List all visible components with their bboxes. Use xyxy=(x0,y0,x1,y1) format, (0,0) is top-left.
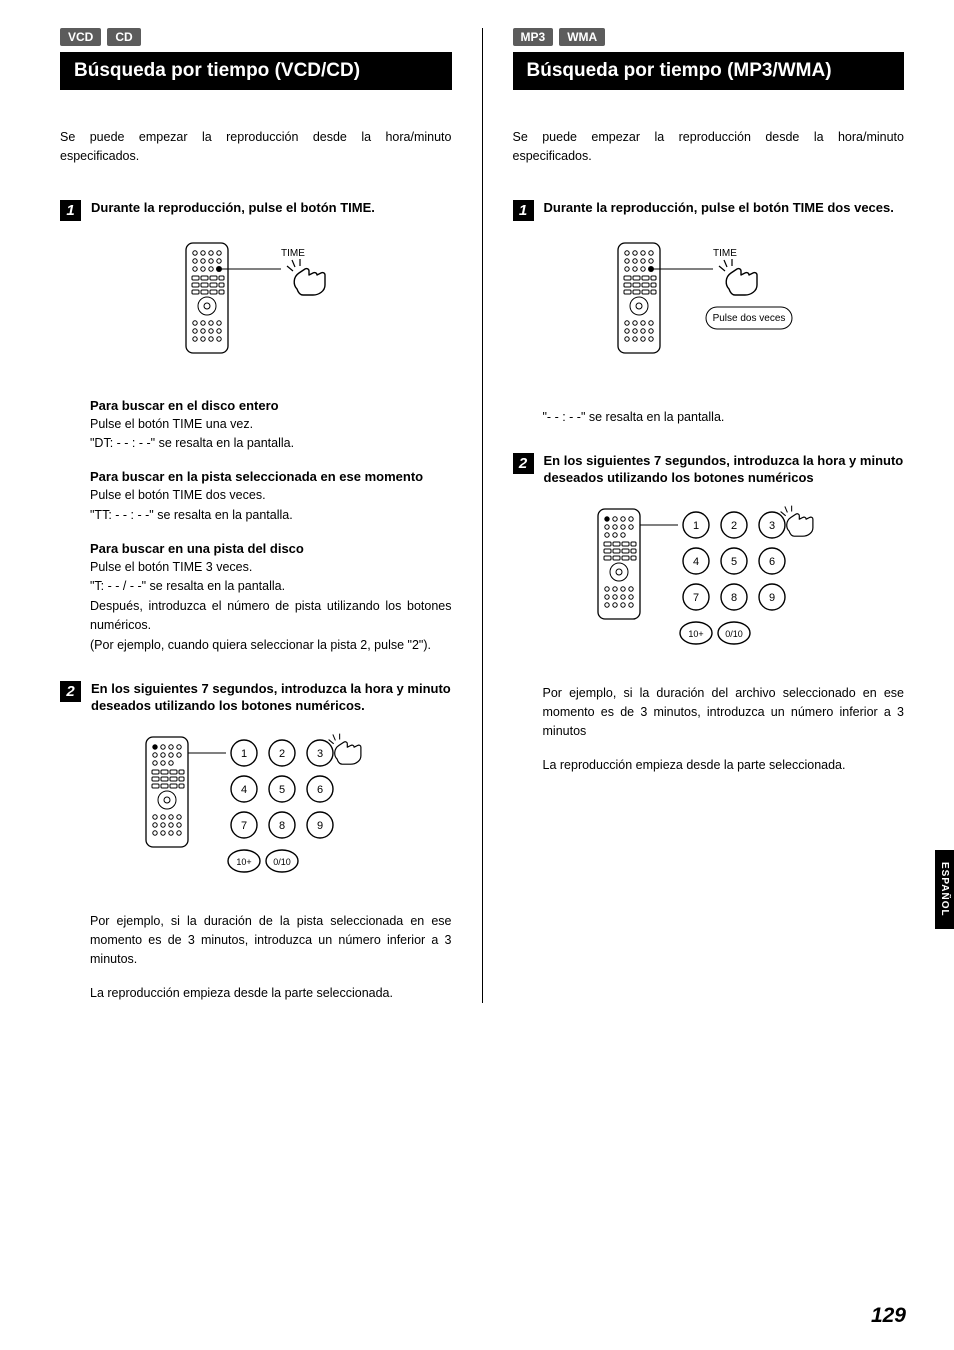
svg-text:0/10: 0/10 xyxy=(273,857,291,867)
key-2: 2 xyxy=(721,512,747,538)
left-s1b-l1: Pulse el botón TIME dos veces. xyxy=(90,486,452,505)
right-step1-title: Durante la reproducción, pulse el botón … xyxy=(544,200,894,217)
key-10p: 10+ xyxy=(680,622,712,644)
left-s1b-l2: "TT: - - : - -" se resalta en la pantall… xyxy=(90,506,452,525)
left-column: VCD CD Búsqueda por tiempo (VCD/CD) Se p… xyxy=(60,28,482,1003)
right-step2-title: En los siguientes 7 segundos, introduzca… xyxy=(544,453,905,487)
right-step1: 1 Durante la reproducción, pulse el botó… xyxy=(513,200,905,221)
svg-text:5: 5 xyxy=(279,784,285,796)
svg-text:8: 8 xyxy=(279,820,285,832)
key-6: 6 xyxy=(307,776,333,802)
key-1: 1 xyxy=(231,740,257,766)
right-intro: Se puede empezar la reproducción desde l… xyxy=(513,128,905,166)
key-3: 3 xyxy=(307,740,333,766)
left-intro: Se puede empezar la reproducción desde l… xyxy=(60,128,452,166)
tag-vcd: VCD xyxy=(60,28,101,46)
right-s2-p2: La reproducción empieza desde la parte s… xyxy=(543,756,905,775)
svg-text:10+: 10+ xyxy=(689,629,704,639)
left-s1a-l1: Pulse el botón TIME una vez. xyxy=(90,415,452,434)
key-4: 4 xyxy=(231,776,257,802)
svg-text:7: 7 xyxy=(241,820,247,832)
tag-mp3: MP3 xyxy=(513,28,554,46)
svg-text:3: 3 xyxy=(317,748,323,760)
format-tags-left: VCD CD xyxy=(60,28,452,46)
time-label: TIME xyxy=(713,248,737,259)
svg-text:4: 4 xyxy=(693,556,699,568)
svg-text:9: 9 xyxy=(317,820,323,832)
left-s1b-h: Para buscar en la pista seleccionada en … xyxy=(90,469,452,484)
svg-text:4: 4 xyxy=(241,784,247,796)
key-7: 7 xyxy=(683,584,709,610)
right-s1-note: "- - : - -" se resalta en la pantalla. xyxy=(543,408,905,427)
right-column: MP3 WMA Búsqueda por tiempo (MP3/WMA) Se… xyxy=(482,28,905,1003)
tag-wma: WMA xyxy=(559,28,605,46)
time-label: TIME xyxy=(281,248,305,259)
key-010: 0/10 xyxy=(266,850,298,872)
key-5: 5 xyxy=(269,776,295,802)
press-twice-label: Pulse dos veces xyxy=(713,313,786,324)
left-s1a-h: Para buscar en el disco entero xyxy=(90,398,452,413)
svg-text:6: 6 xyxy=(769,556,775,568)
format-tags-right: MP3 WMA xyxy=(513,28,905,46)
left-step1: 1 Durante la reproducción, pulse el botó… xyxy=(60,200,452,221)
left-step2: 2 En los siguientes 7 segundos, introduz… xyxy=(60,681,452,715)
step-number-icon: 1 xyxy=(60,200,81,221)
left-s1c-l1: Pulse el botón TIME 3 veces. xyxy=(90,558,452,577)
key-010: 0/10 xyxy=(718,622,750,644)
right-s2-p1: Por ejemplo, si la duración del archivo … xyxy=(543,684,905,742)
left-s2-p1: Por ejemplo, si la duración de la pista … xyxy=(90,912,452,970)
key-1: 1 xyxy=(683,512,709,538)
left-s1c-l3: Después, introduzca el número de pista u… xyxy=(90,597,452,636)
svg-text:1: 1 xyxy=(693,520,699,532)
right-step2: 2 En los siguientes 7 segundos, introduz… xyxy=(513,453,905,487)
key-9: 9 xyxy=(759,584,785,610)
left-figure-keypad: 1 2 3 4 5 6 7 8 9 10+ 0/10 xyxy=(60,731,452,886)
key-5: 5 xyxy=(721,548,747,574)
left-s1c-l4: (Por ejemplo, cuando quiera seleccionar … xyxy=(90,636,452,655)
left-step1-title: Durante la reproducción, pulse el botón … xyxy=(91,200,375,217)
right-figure-time: TIME Pulse dos veces xyxy=(513,237,905,382)
svg-text:8: 8 xyxy=(731,592,737,604)
svg-text:2: 2 xyxy=(731,520,737,532)
left-s1c-l2: "T: - - / - -" se resalta en la pantalla… xyxy=(90,577,452,596)
key-10p: 10+ xyxy=(228,850,260,872)
tag-cd: CD xyxy=(107,28,140,46)
left-step1-details: Para buscar en el disco entero Pulse el … xyxy=(60,398,452,655)
language-tab: ESPAÑOL xyxy=(935,850,954,929)
page-number: 129 xyxy=(871,1304,906,1328)
key-4: 4 xyxy=(683,548,709,574)
key-2: 2 xyxy=(269,740,295,766)
right-step1-note: "- - : - -" se resalta en la pantalla. xyxy=(513,408,905,427)
left-s2-p2: La reproducción empieza desde la parte s… xyxy=(90,984,452,1003)
svg-text:5: 5 xyxy=(731,556,737,568)
key-8: 8 xyxy=(269,812,295,838)
svg-text:3: 3 xyxy=(769,520,775,532)
svg-text:0/10: 0/10 xyxy=(725,629,743,639)
right-figure-keypad: 1 2 3 4 5 6 7 8 9 10+ 0/10 xyxy=(513,503,905,658)
svg-text:1: 1 xyxy=(241,748,247,760)
key-6: 6 xyxy=(759,548,785,574)
left-s1c-h: Para buscar en una pista del disco xyxy=(90,541,452,556)
left-step2-title: En los siguientes 7 segundos, introduzca… xyxy=(91,681,452,715)
left-title: Búsqueda por tiempo (VCD/CD) xyxy=(60,52,452,90)
key-3: 3 xyxy=(759,512,785,538)
left-step2-details: Por ejemplo, si la duración de la pista … xyxy=(60,912,452,1004)
svg-text:6: 6 xyxy=(317,784,323,796)
left-s1a-l2: "DT: - - : - -" se resalta en la pantall… xyxy=(90,434,452,453)
key-7: 7 xyxy=(231,812,257,838)
step-number-icon: 1 xyxy=(513,200,534,221)
key-8: 8 xyxy=(721,584,747,610)
svg-text:7: 7 xyxy=(693,592,699,604)
key-9: 9 xyxy=(307,812,333,838)
step-number-icon: 2 xyxy=(513,453,534,474)
svg-text:10+: 10+ xyxy=(236,857,251,867)
svg-text:9: 9 xyxy=(769,592,775,604)
step-number-icon: 2 xyxy=(60,681,81,702)
right-title: Búsqueda por tiempo (MP3/WMA) xyxy=(513,52,905,90)
right-step2-details: Por ejemplo, si la duración del archivo … xyxy=(513,684,905,776)
svg-text:2: 2 xyxy=(279,748,285,760)
left-figure-time: TIME xyxy=(60,237,452,372)
